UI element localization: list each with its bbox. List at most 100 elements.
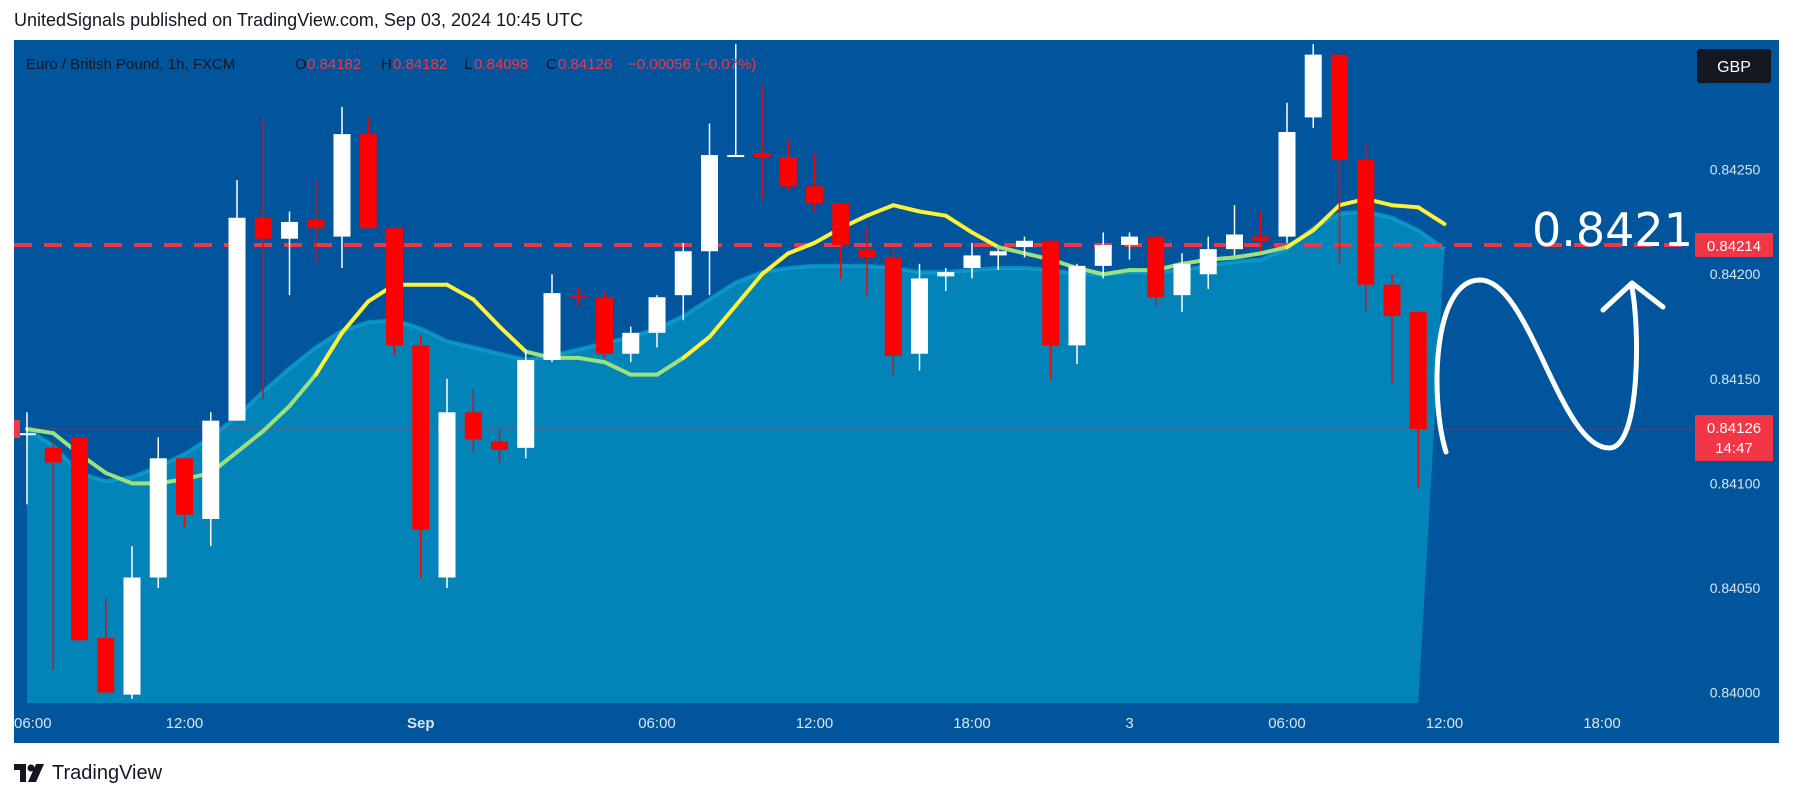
candle-body[interactable] (1068, 265, 1086, 346)
candle[interactable] (202, 412, 220, 547)
candle[interactable] (123, 546, 141, 699)
candle-body[interactable] (1199, 249, 1217, 275)
candle[interactable] (412, 334, 430, 578)
candle[interactable] (806, 152, 823, 212)
candle[interactable] (1252, 211, 1270, 252)
candle-body[interactable] (1147, 236, 1165, 298)
candle[interactable] (989, 249, 1007, 271)
candle[interactable] (1331, 54, 1348, 264)
candle[interactable] (517, 349, 535, 459)
candle[interactable] (71, 437, 88, 641)
candle-body[interactable] (753, 152, 771, 158)
candle[interactable] (1147, 236, 1165, 306)
candle[interactable] (359, 117, 377, 229)
candle-body[interactable] (359, 134, 377, 229)
candle[interactable] (1121, 232, 1138, 260)
candle[interactable] (386, 228, 403, 356)
candle-body[interactable] (71, 437, 88, 641)
currency-badge[interactable]: GBP (1697, 49, 1771, 83)
candle-body[interactable] (517, 359, 535, 448)
candle[interactable] (307, 180, 325, 264)
candle-body[interactable] (701, 155, 718, 252)
candle[interactable] (438, 378, 456, 588)
candle[interactable] (44, 441, 62, 670)
candle[interactable] (963, 242, 981, 279)
candle-body[interactable] (1173, 263, 1191, 296)
candle[interactable] (97, 598, 115, 693)
candle-body[interactable] (1304, 54, 1322, 118)
candles-layer[interactable] (18, 44, 1427, 699)
candle-body[interactable] (779, 157, 797, 187)
candle-body[interactable] (464, 412, 482, 440)
candle-body[interactable] (18, 433, 36, 436)
candle-body[interactable] (1016, 240, 1033, 248)
candle-body[interactable] (569, 295, 587, 298)
candle-body[interactable] (543, 293, 561, 360)
candle[interactable] (176, 458, 193, 528)
last-price-tag[interactable] (1695, 415, 1773, 462)
candle[interactable] (228, 180, 246, 421)
candle-body[interactable] (491, 441, 508, 450)
candle[interactable] (254, 117, 272, 400)
candle-body[interactable] (412, 345, 430, 530)
candle[interactable] (779, 140, 797, 191)
candle[interactable] (18, 412, 36, 505)
candle[interactable] (622, 326, 640, 363)
candle[interactable] (543, 274, 561, 363)
candle[interactable] (1199, 236, 1217, 289)
candle-body[interactable] (44, 447, 62, 463)
candle[interactable] (1094, 232, 1112, 279)
candle[interactable] (1357, 142, 1375, 312)
candle-body[interactable] (622, 332, 640, 354)
candle[interactable] (281, 211, 298, 296)
candle[interactable] (674, 242, 692, 321)
candle-body[interactable] (858, 249, 876, 258)
candle-body[interactable] (1331, 54, 1348, 160)
candle-body[interactable] (989, 251, 1007, 256)
candle[interactable] (753, 86, 771, 199)
candle-body[interactable] (806, 186, 823, 204)
candle-body[interactable] (937, 272, 955, 277)
candle[interactable] (569, 286, 587, 306)
candle-body[interactable] (438, 412, 456, 578)
candle-body[interactable] (202, 420, 220, 519)
candle[interactable] (884, 249, 902, 375)
candle-body[interactable] (254, 217, 272, 239)
candle[interactable] (648, 295, 666, 348)
candle[interactable] (1173, 253, 1191, 312)
candle-body[interactable] (386, 228, 403, 346)
candle[interactable] (149, 437, 167, 588)
candle-body[interactable] (333, 134, 351, 237)
candle-body[interactable] (727, 155, 745, 158)
candle[interactable] (727, 44, 745, 158)
candle[interactable] (1409, 311, 1427, 488)
candle[interactable] (464, 389, 482, 453)
candle-body[interactable] (884, 257, 902, 356)
candle-body[interactable] (596, 297, 613, 354)
candle-body[interactable] (123, 577, 141, 695)
candle-body[interactable] (674, 251, 692, 296)
candle[interactable] (1304, 44, 1322, 128)
candle[interactable] (1226, 205, 1243, 256)
candle[interactable] (333, 106, 351, 268)
candle[interactable] (1042, 238, 1060, 379)
time-axis[interactable]: 06:00 12:00 Sep 06:00 12:00 18:00 3 06:00 12:00 1… (14, 715, 1621, 732)
candle-body[interactable] (149, 458, 167, 578)
candle-body[interactable] (648, 297, 666, 333)
drawing-annotation[interactable]: 0.8421 (1434, 203, 1693, 455)
candle-body[interactable] (97, 638, 115, 693)
candle-body[interactable] (832, 203, 850, 245)
candle-body[interactable] (307, 219, 325, 229)
candle[interactable] (911, 263, 928, 371)
candle-body[interactable] (228, 217, 246, 421)
candle[interactable] (1278, 102, 1296, 243)
candle[interactable] (596, 290, 613, 358)
candle-body[interactable] (281, 221, 298, 239)
candle[interactable] (832, 203, 850, 279)
candle[interactable] (491, 429, 508, 463)
candle-body[interactable] (1226, 234, 1243, 250)
candle[interactable] (1068, 263, 1086, 365)
candle[interactable] (701, 123, 718, 296)
candle-body[interactable] (1121, 236, 1138, 245)
